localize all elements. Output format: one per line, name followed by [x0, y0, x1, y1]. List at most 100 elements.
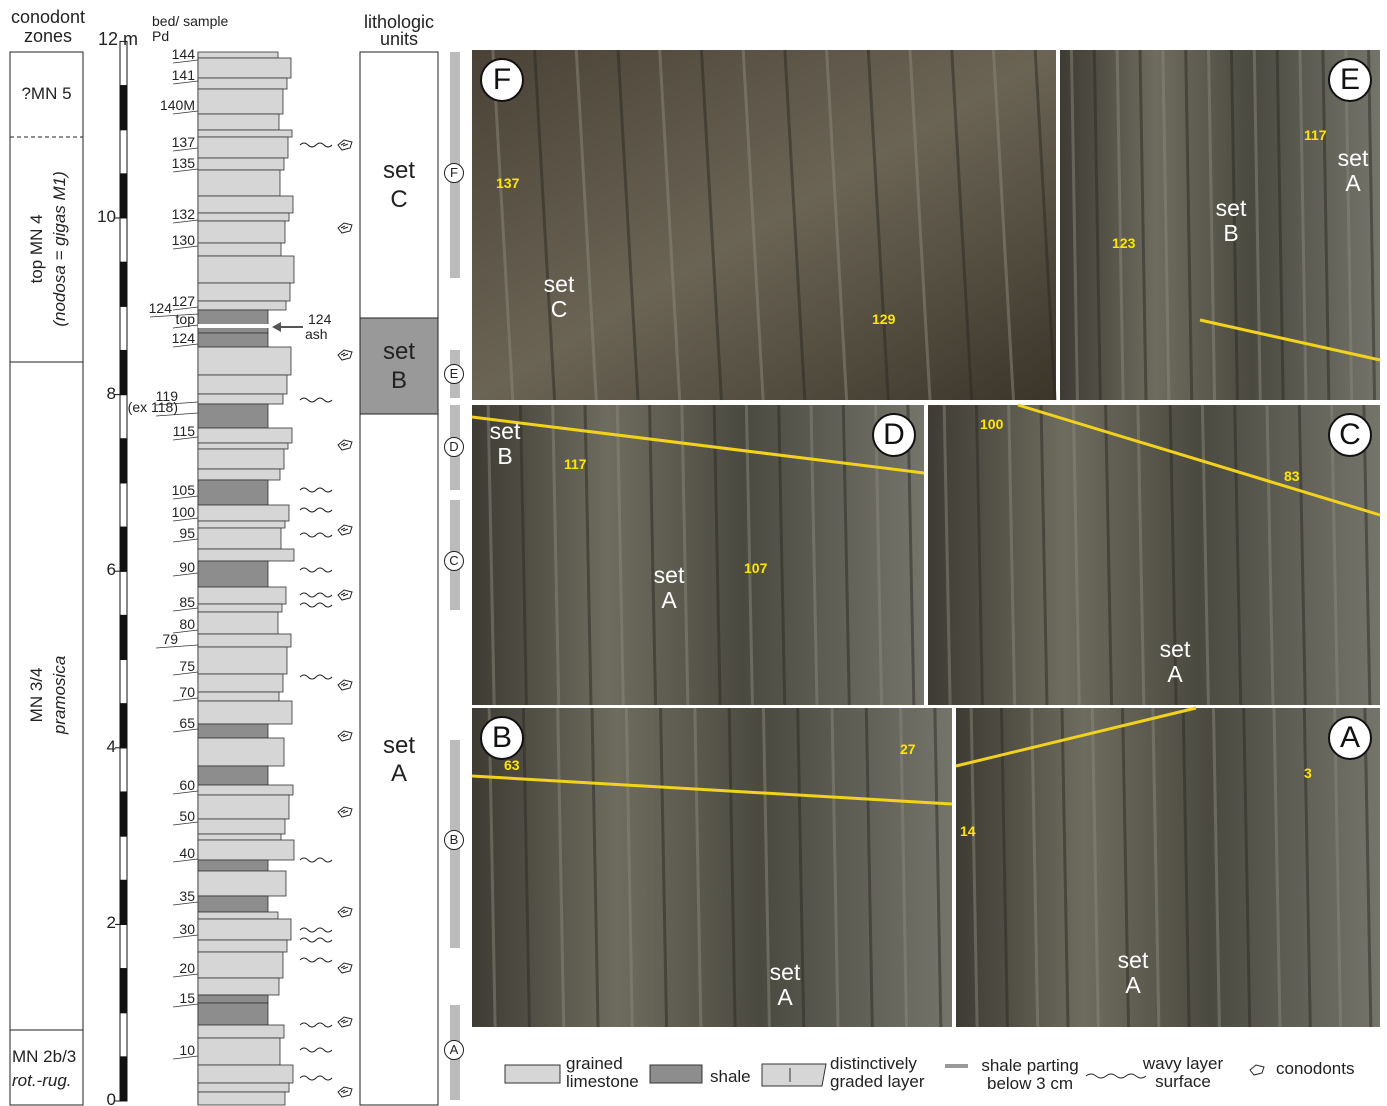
scale-segment — [120, 792, 127, 836]
ash-arrowhead — [272, 322, 281, 332]
bed-label: 15 — [135, 991, 195, 1006]
ash-label: ash — [305, 327, 328, 342]
depth-label: 2 — [92, 914, 116, 932]
conodont — [338, 223, 352, 233]
wavy-surface — [300, 533, 332, 537]
zone-name: top MN 4 — [28, 148, 46, 348]
shale-bed — [198, 310, 268, 333]
scale-segment — [120, 262, 127, 306]
bed-label: 85 — [135, 595, 195, 610]
scale-segment — [120, 439, 127, 483]
limestone-bed — [198, 1038, 280, 1065]
limestone-bed — [198, 469, 280, 480]
conodont — [338, 1087, 352, 1097]
photo-mark: C — [444, 551, 464, 571]
photo-mark: E — [444, 364, 464, 384]
shale-bed — [198, 724, 268, 738]
photo-letter: F — [480, 58, 524, 102]
bed-label: 30 — [135, 922, 195, 937]
scale-segment — [120, 130, 127, 174]
shale-bed — [198, 561, 268, 587]
limestone-bed — [198, 940, 287, 952]
bed-label: 70 — [135, 685, 195, 700]
photo — [472, 405, 924, 705]
scale-segment — [120, 660, 127, 704]
sample-number: 3 — [1304, 766, 1312, 781]
photo-letter: D — [872, 413, 916, 457]
set-label: set B — [480, 419, 530, 470]
scale-segment — [120, 880, 127, 924]
wavy-surface — [300, 928, 332, 932]
limestone-bed — [198, 549, 294, 561]
bed-label: 10 — [135, 1043, 195, 1058]
limestone-bed — [198, 978, 279, 995]
legend-label: grained limestone — [566, 1055, 646, 1091]
conodont — [338, 590, 352, 600]
limestone-bed — [198, 283, 290, 301]
limestone-bed — [198, 196, 293, 213]
zone-sub: pramosica — [51, 595, 69, 795]
wavy-surface — [300, 593, 332, 597]
wavy-surface — [300, 1048, 332, 1052]
wavy-surface — [300, 958, 332, 962]
depth-label: 8 — [92, 385, 116, 403]
limestone-bed — [198, 347, 291, 375]
limestone-bed — [198, 834, 281, 840]
limestone-bed — [198, 114, 279, 130]
sample-number: 137 — [496, 176, 519, 191]
photo-letter: A — [1328, 716, 1372, 760]
limestone-bed — [198, 1092, 285, 1105]
set-label: set A — [1150, 637, 1200, 688]
limestone-bed — [198, 213, 289, 221]
conodont — [338, 440, 352, 450]
scale-segment — [120, 218, 127, 262]
zone-sub: (nodosa = gigas M1) — [51, 148, 69, 348]
scale-segment — [120, 748, 127, 792]
zone-sub: rot.-rug. — [12, 1072, 72, 1090]
set-label: set C — [534, 272, 584, 323]
limestone-bed — [198, 130, 292, 137]
shale-bed — [198, 1003, 268, 1025]
limestone-bed — [198, 692, 279, 701]
bed-label: (ex 118) — [118, 400, 178, 415]
limestone-bed — [198, 58, 291, 78]
limestone-bed — [198, 587, 286, 604]
wavy-surface — [300, 603, 332, 607]
conodont — [338, 807, 352, 817]
limestone-bed — [198, 919, 291, 940]
conodont — [338, 1017, 352, 1027]
legend-label: distinctively graded layer — [830, 1055, 940, 1091]
conodont — [338, 140, 352, 150]
limestone-bed — [198, 449, 284, 469]
limestone-bed — [198, 78, 287, 89]
photo-mark: B — [444, 830, 464, 850]
shale-bed — [198, 333, 268, 347]
legend-label: shale parting below 3 cm — [975, 1057, 1085, 1093]
limestone-bed — [198, 785, 293, 795]
set-label: set A — [1108, 948, 1158, 999]
bed-label: 40 — [135, 846, 195, 861]
bed-label: 80 — [135, 617, 195, 632]
photo-letter: E — [1328, 58, 1372, 102]
limestone-bed — [198, 170, 280, 196]
set-label: set A — [760, 960, 810, 1011]
limestone-bed — [198, 137, 288, 158]
legend-label: wavy layer surface — [1138, 1055, 1228, 1091]
shale-bed — [198, 404, 268, 428]
bed-label: 79 — [118, 632, 178, 647]
limestone-bed — [198, 256, 294, 283]
ash-layer — [198, 324, 278, 328]
wavy-surface — [300, 488, 332, 492]
set-label: set A — [1328, 146, 1378, 197]
legend-shale — [650, 1065, 702, 1083]
zone-name: ?MN 5 — [10, 85, 83, 103]
limestone-bed — [198, 158, 284, 170]
set-label: set A — [644, 563, 694, 614]
unit-name: set C — [376, 157, 422, 215]
bed-label: top — [135, 312, 195, 327]
depth-label: 4 — [92, 738, 116, 756]
limestone-bed — [198, 1025, 284, 1038]
scale-segment — [120, 969, 127, 1013]
depth-label: 6 — [92, 561, 116, 579]
limestone-bed — [198, 521, 285, 528]
